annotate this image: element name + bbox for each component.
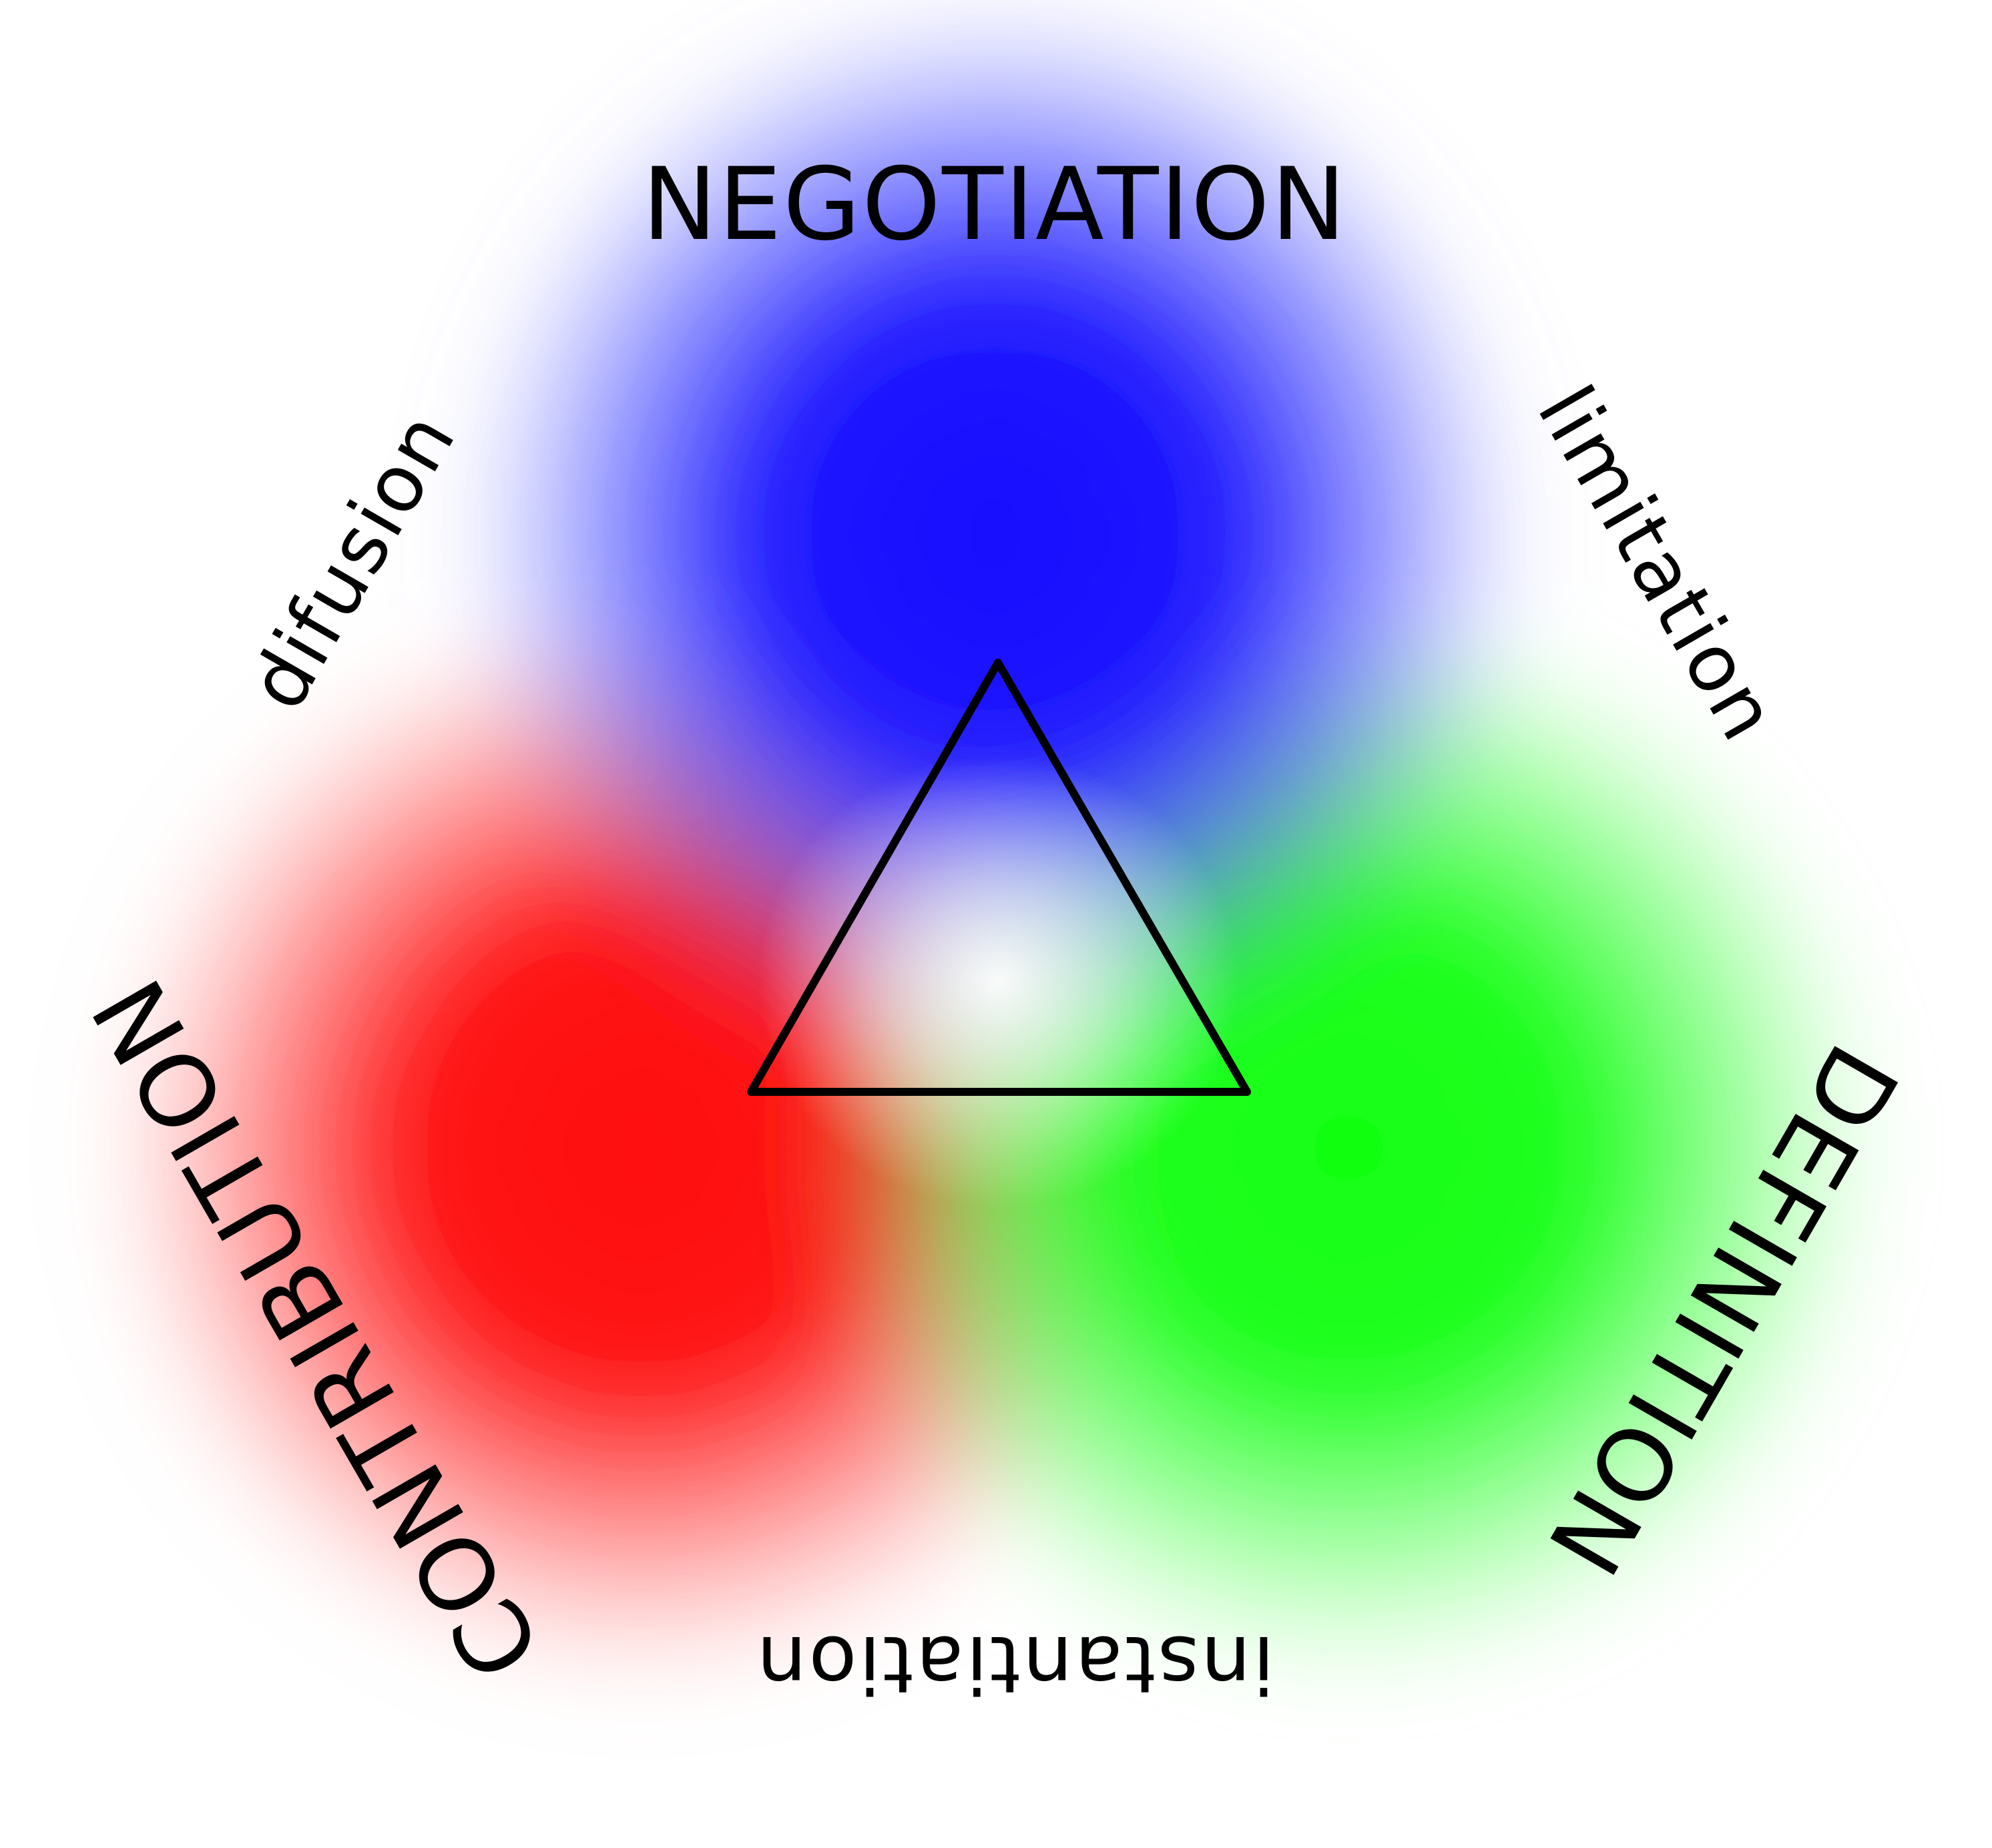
blue-blob [447,0,1542,1081]
label-instantiation: instantiation [755,1618,1275,1711]
center-highlight [758,754,1238,1208]
triangle-outline [747,659,1251,1096]
label-negotiation: NEGOTIATION [642,147,1347,263]
